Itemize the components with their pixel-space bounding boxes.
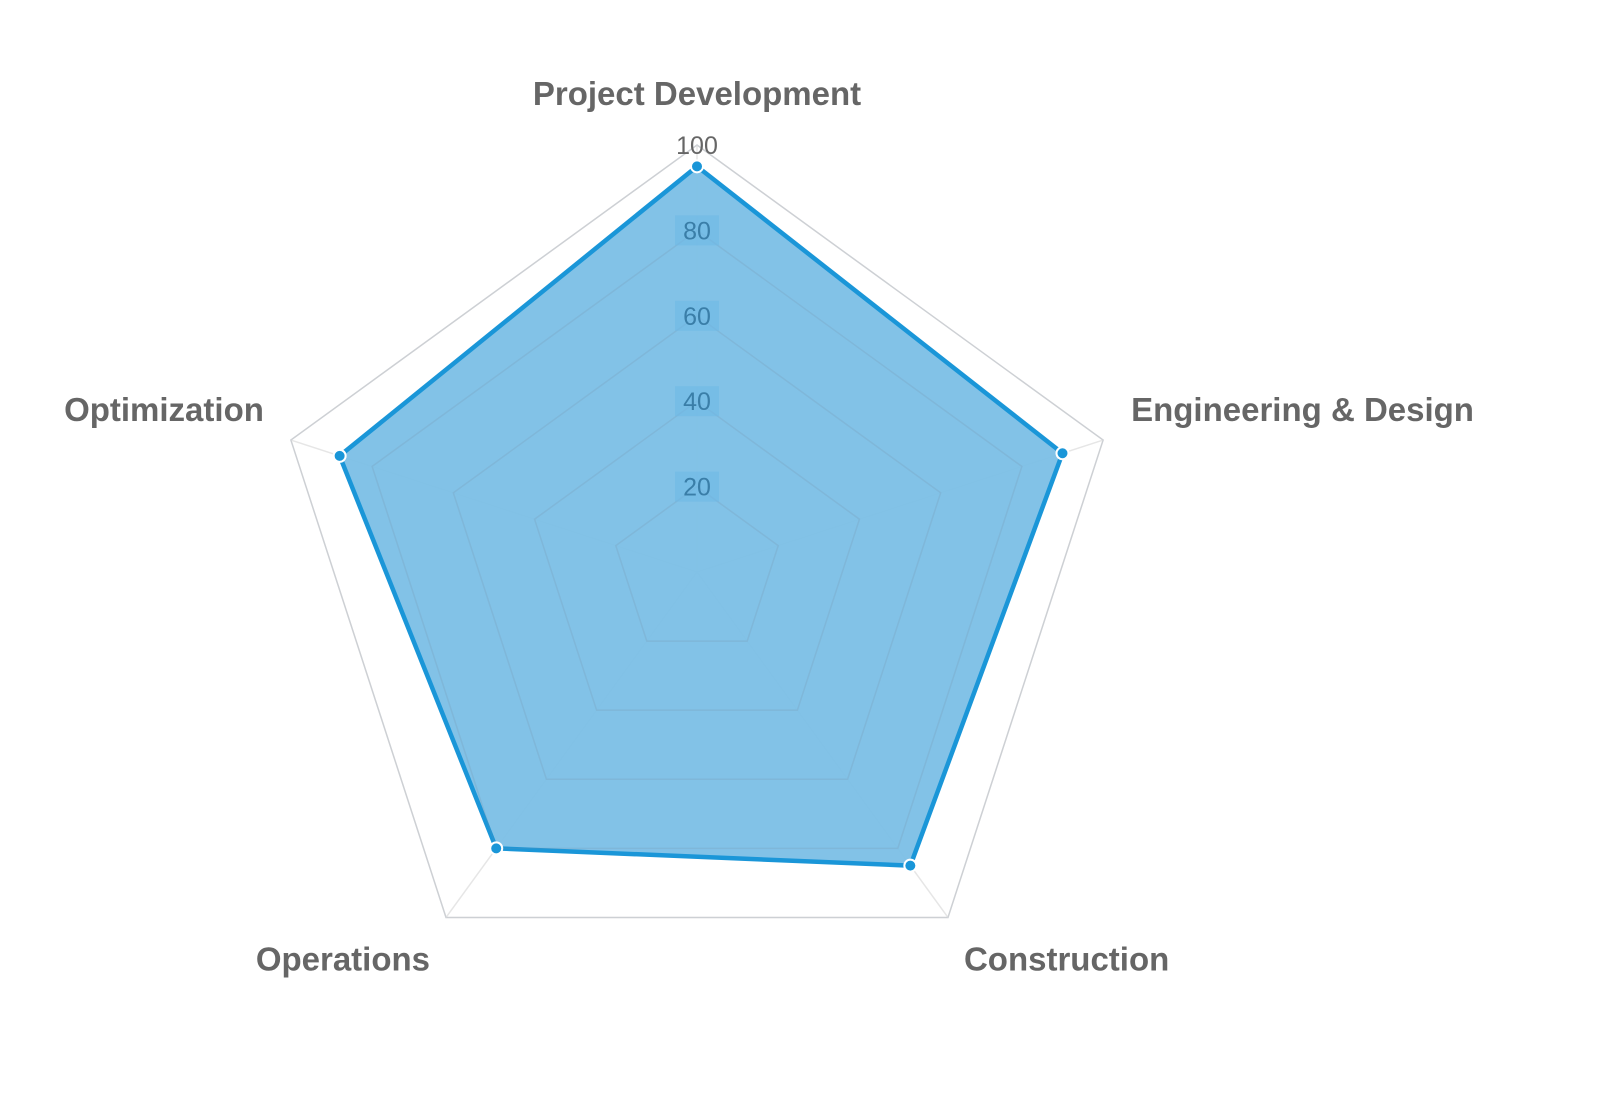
grid-ring-overlay bbox=[452, 314, 942, 781]
tick-label: 20 bbox=[683, 474, 711, 502]
grid-ring-overlay bbox=[614, 485, 780, 642]
radial-tick-labels: 20 40 60 80 100 bbox=[675, 132, 719, 502]
data-point[interactable] bbox=[332, 448, 347, 463]
data-point[interactable] bbox=[690, 159, 704, 174]
category-label: Project Development bbox=[533, 75, 861, 112]
tick-label-bg bbox=[675, 471, 719, 502]
tick-label: 60 bbox=[683, 303, 711, 331]
category-labels: Project Development Engineering & Design C… bbox=[64, 75, 1474, 977]
category-label: Engineering & Design bbox=[1131, 391, 1474, 428]
grid-ring-overlay bbox=[533, 400, 861, 711]
tick-label-bg bbox=[675, 386, 719, 417]
category-label: Optimization bbox=[64, 391, 264, 428]
tick-label: 100 bbox=[676, 132, 718, 160]
category-label: Operations bbox=[256, 940, 430, 977]
data-point[interactable] bbox=[489, 841, 504, 856]
radar-points bbox=[332, 159, 1070, 873]
grid-ring-overlay bbox=[290, 144, 1104, 919]
series-line bbox=[336, 163, 1066, 868]
tick-label: 40 bbox=[683, 388, 711, 416]
grid-ring bbox=[290, 144, 1104, 919]
data-point[interactable] bbox=[1055, 446, 1070, 461]
grid-ring-overlay bbox=[371, 229, 1023, 850]
series-area bbox=[339, 166, 1063, 866]
category-label: Construction bbox=[964, 940, 1169, 977]
tick-label: 80 bbox=[683, 217, 711, 245]
radar-series bbox=[290, 144, 1104, 919]
data-point[interactable] bbox=[903, 858, 918, 873]
tick-label-bg bbox=[675, 300, 719, 331]
tick-label-bg bbox=[675, 215, 719, 246]
